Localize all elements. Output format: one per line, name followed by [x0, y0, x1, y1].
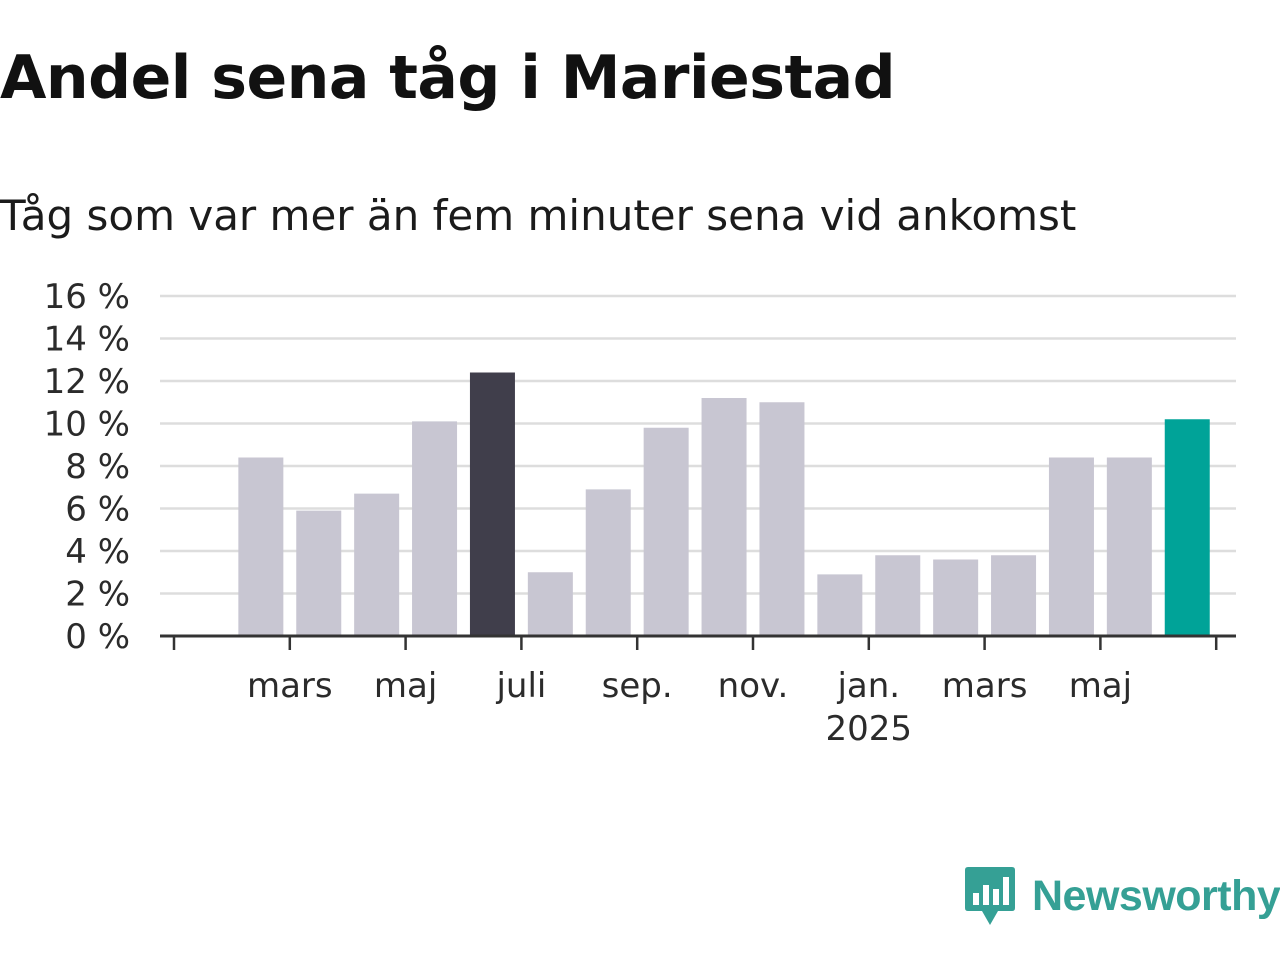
newsworthy-logo-icon	[965, 867, 1015, 925]
bar-2024-03	[296, 510, 342, 636]
bars	[238, 372, 1210, 636]
x-tick-label: mars	[247, 666, 333, 706]
bar-2024-10	[701, 398, 747, 636]
x-tick-label: maj	[1069, 666, 1132, 706]
bar-2025-01	[875, 555, 921, 636]
bar-2025-04	[1048, 457, 1094, 636]
x-tick-label: jan.	[836, 666, 900, 706]
bar-2024-02	[238, 457, 284, 636]
y-tick-label: 14 %	[44, 320, 130, 360]
bar-2025-02	[933, 559, 979, 636]
bar-2024-05	[412, 421, 458, 636]
chart-subtitle: Tåg som var mer än fem minuter sena vid …	[0, 191, 1077, 240]
bar-2024-11	[759, 402, 805, 636]
chart-title: Andel sena tåg i Mariestad	[0, 43, 896, 113]
x-tick-label: juli	[495, 666, 546, 706]
y-tick-label: 2 %	[65, 575, 130, 615]
bar-2024-12	[817, 574, 863, 636]
bar-2025-06	[1164, 419, 1210, 636]
y-tick-label: 8 %	[65, 447, 130, 487]
bar-2025-05	[1106, 457, 1152, 636]
y-tick-label: 10 %	[44, 405, 130, 445]
y-tick-label: 0 %	[65, 617, 130, 657]
x-tick-label: sep.	[602, 666, 673, 706]
x-axis-labels: mars maj juli sep. nov. jan.2025 mars maj	[247, 666, 1132, 749]
bar-2024-06	[469, 372, 515, 636]
y-tick-label: 12 %	[44, 362, 130, 402]
x-tick-label: maj	[374, 666, 437, 706]
x-axis	[160, 634, 1236, 650]
y-tick-label: 16 %	[44, 277, 130, 317]
y-axis-labels: 0 %2 %4 %6 %8 %10 %12 %14 %16 %	[44, 277, 130, 657]
x-tick-year-label: 2025	[826, 709, 913, 749]
bar-2024-08	[585, 489, 631, 636]
newsworthy-wordmark: Newsworthy	[1032, 871, 1280, 920]
bar-2024-07	[527, 572, 573, 636]
bar-2025-03	[991, 555, 1037, 636]
x-tick-label: mars	[942, 666, 1028, 706]
y-tick-label: 6 %	[65, 490, 130, 530]
bar-2024-09	[643, 427, 689, 636]
newsworthy-logo[interactable]: Newsworthy	[964, 864, 1280, 928]
bar-2024-04	[354, 493, 400, 636]
y-tick-label: 4 %	[65, 532, 130, 572]
x-tick-label: nov.	[718, 666, 789, 706]
